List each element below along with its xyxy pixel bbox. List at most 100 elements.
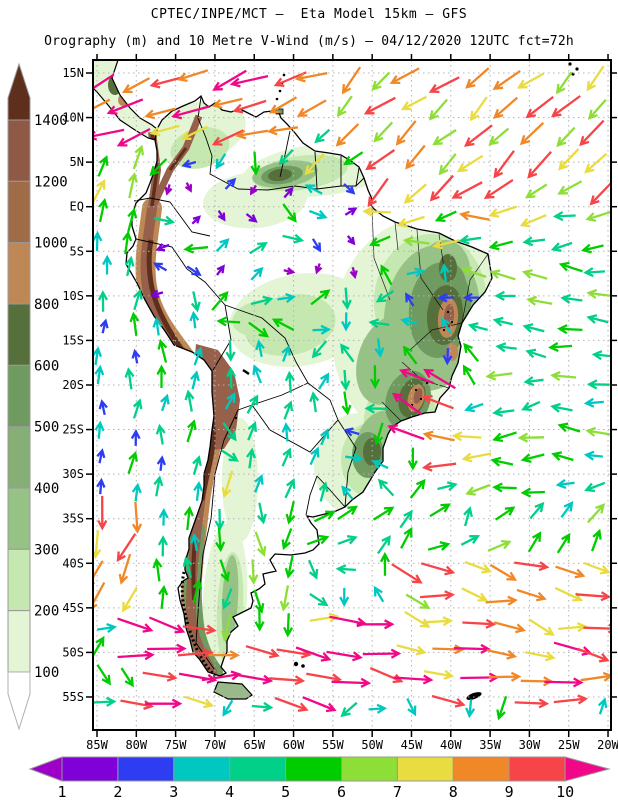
wind-arrow: [368, 703, 388, 714]
tierra-del-fuego: [213, 681, 253, 700]
wind-arrow: [153, 475, 164, 497]
wind-arrow: [486, 648, 518, 660]
wind-arrow: [283, 613, 294, 638]
wind-arrow: [249, 241, 268, 255]
wind-arrow: [97, 495, 108, 531]
wind-arrow: [102, 254, 113, 275]
wind-arrow: [423, 368, 456, 390]
wind-arrow: [284, 370, 295, 393]
wind-arrow: [523, 376, 544, 387]
wind-arrow: [192, 578, 203, 603]
wind-arrow: [190, 291, 201, 313]
wind-arrow: [464, 560, 493, 574]
wind-arrow: [494, 290, 516, 301]
wind-arrow: [575, 591, 611, 602]
wind-arrow: [124, 255, 135, 277]
wind-arrow: [462, 618, 497, 629]
wind-arrow: [494, 506, 516, 521]
country-border: [307, 382, 339, 421]
wind-arrow: [106, 98, 144, 115]
wind-arrow: [371, 459, 389, 470]
wind-arrow: [490, 456, 514, 467]
wind-arrow: [254, 531, 267, 557]
wind-arrow: [343, 427, 360, 437]
wind-arrow: [560, 293, 583, 304]
lat-label: 20S: [62, 378, 84, 392]
wind-arrow: [488, 127, 510, 146]
wind-arrow: [488, 205, 518, 218]
wind-above-max-arrow: [564, 756, 611, 782]
axis-ticks-and-labels: 85W 80W 75W 70W 65W 60W 55W 50W 45W 40W 35W 30W 25W 2…: [62, 54, 618, 752]
orography-colorbar: 1400 1200 1000 800 600 500 400 300 200 100: [7, 62, 68, 731]
wind-arrow: [309, 391, 320, 413]
wind-arrow: [341, 287, 352, 311]
wind-arrow: [373, 121, 394, 143]
wind-arrow: [152, 317, 163, 336]
wind-arrow: [271, 318, 295, 332]
wind-arrow: [279, 585, 290, 612]
wind-arrow: [493, 96, 519, 119]
wind-arrow: [336, 95, 353, 118]
wind-arrow: [193, 346, 203, 366]
wind-arrow: [585, 426, 611, 437]
wind-arrow: [254, 473, 264, 493]
wind-arrow: [156, 455, 166, 471]
lon-label: 40W: [440, 738, 462, 752]
wind-arrow: [577, 647, 610, 663]
wind-arrow: [331, 677, 372, 688]
wind-arrow: [294, 71, 328, 83]
wind-arrow: [586, 65, 605, 92]
wind-arrow: [461, 587, 489, 602]
wind-arrow: [550, 371, 577, 382]
wind-arrow: [153, 262, 168, 272]
wind-arrow: [429, 503, 451, 518]
wind-arrow: [313, 510, 336, 523]
wind-arrow: [429, 174, 454, 202]
orography-scale-label: 100: [34, 665, 59, 681]
wind-arrow: [318, 481, 329, 502]
lon-label: 75W: [165, 738, 187, 752]
wind-arrow: [278, 149, 294, 166]
wind-arrow: [340, 343, 355, 363]
wind-arrow: [399, 509, 413, 529]
wind-arrow: [93, 346, 102, 366]
wind-arrow: [362, 648, 402, 659]
wind-arrow: [225, 340, 236, 362]
wind-arrow: [406, 267, 426, 278]
wind-arrow: [145, 698, 183, 709]
wind-arrow: [405, 593, 431, 610]
wind-arrow: [96, 477, 106, 495]
wind-arrow: [396, 644, 427, 656]
lat-label: 45S: [62, 601, 84, 615]
wind-arrow: [131, 501, 143, 534]
wind-arrow: [339, 587, 350, 608]
wind-arrow: [122, 230, 133, 255]
cape-verde-island: [568, 62, 572, 66]
wind-arrow: [225, 366, 236, 389]
orography-scale-label: 800: [34, 297, 59, 313]
wind-arrow: [229, 74, 269, 88]
wind-arrow: [460, 266, 487, 278]
wind-arrow: [93, 560, 104, 585]
wind-arrow: [282, 203, 297, 223]
wind-scale-label: 9: [505, 783, 514, 800]
wind-arrow: [97, 155, 109, 177]
wind-arrow: [117, 650, 155, 661]
lat-label: 5S: [70, 244, 84, 258]
wind-arrow: [520, 453, 545, 464]
wind-arrow: [157, 535, 168, 557]
state-border: [416, 229, 444, 311]
wind-arrow: [583, 450, 604, 461]
wind-arrow: [398, 368, 435, 385]
antilles-island: [275, 97, 279, 101]
wind-arrow: [420, 562, 456, 576]
wind-arrow: [406, 697, 417, 717]
lat-label: 30S: [62, 467, 84, 481]
wind-arrow: [591, 528, 602, 552]
wind-swatch: [173, 756, 231, 782]
lat-label: 40S: [62, 556, 84, 570]
wind-arrow: [180, 125, 209, 140]
wind-arrow: [517, 432, 545, 443]
lat-label: 55S: [62, 690, 84, 704]
wind-arrow: [369, 365, 381, 390]
